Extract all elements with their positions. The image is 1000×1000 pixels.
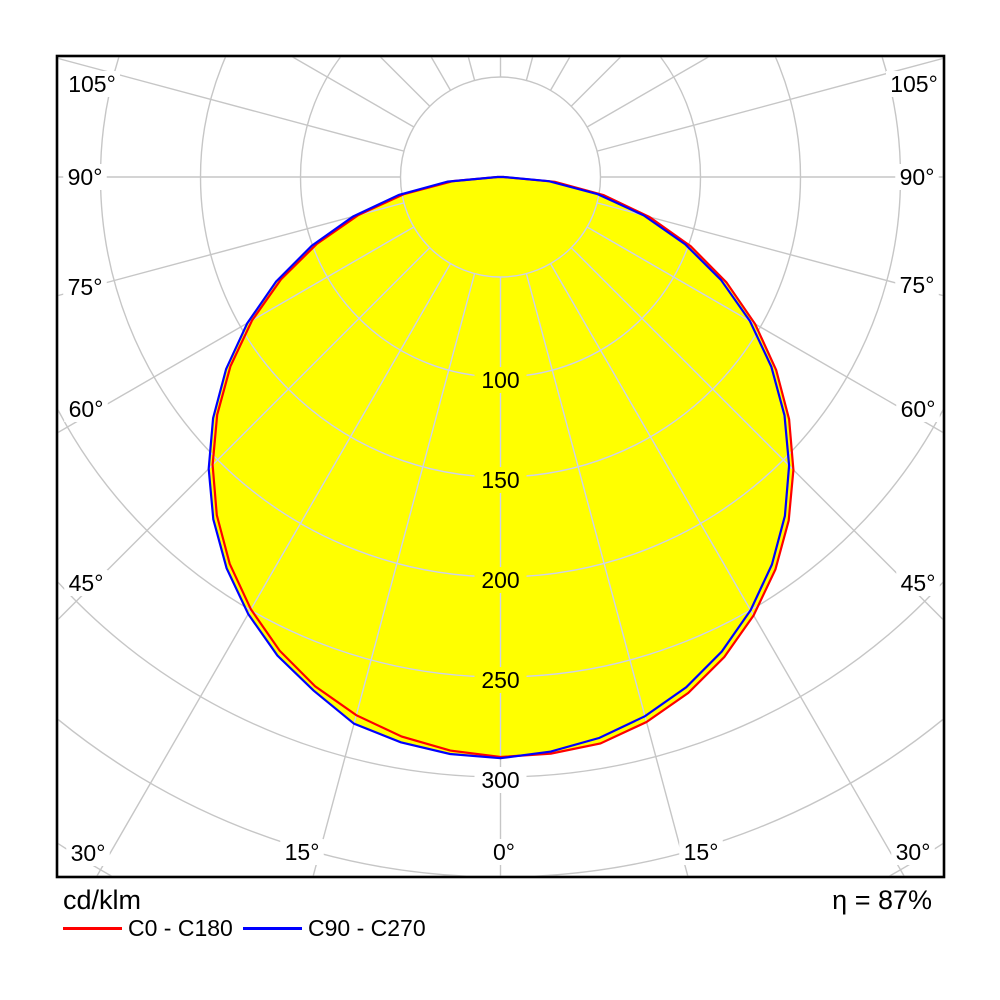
angle-label-bg [66, 840, 110, 866]
ring-label-bg [474, 467, 527, 493]
angle-label: 15° [684, 839, 719, 865]
angle-label-bg [63, 274, 107, 300]
angle-labels: 105° 90° 75° 60° 45° 105° 90° 75° 60° 45° 30° 15° 0°… [63, 71, 942, 866]
angle-label-bg [895, 272, 939, 298]
grid-radial [58, 57, 405, 152]
ring-label: 150 [481, 467, 519, 493]
curves [207, 175, 795, 760]
grid-radial [292, 57, 415, 128]
angle-label: 105° [68, 71, 116, 97]
angle-label: 60° [69, 396, 104, 422]
angle-label: 0° [493, 839, 515, 865]
grid-radial [596, 57, 943, 152]
angle-label: 90° [68, 164, 103, 190]
grid-radial-inner [208, 247, 431, 759]
ring-label: 300 [481, 767, 519, 793]
unit-label: cd/klm [63, 885, 142, 915]
angle-label-bg [886, 71, 942, 97]
angle-label-bg [64, 396, 108, 422]
grid-radial-inner [208, 273, 476, 759]
ring-label-bg [474, 367, 527, 393]
legend-swatch-c0-line [63, 927, 122, 930]
grid-radial [596, 202, 943, 297]
ring-label-bg [474, 767, 527, 793]
grid-radial-inner [526, 0, 862, 80]
legend-label-c90: C90 - C270 [308, 915, 426, 941]
grid-radial-inner [0, 0, 404, 151]
ring-label: 100 [481, 367, 519, 393]
ring-label-bg [474, 567, 527, 593]
angle-label: 15° [285, 839, 320, 865]
angle-label: 30° [71, 840, 106, 866]
grid-radial [58, 226, 415, 433]
legend-swatch-c90-line [243, 927, 302, 930]
legend-label-c0: C0 - C180 [128, 915, 233, 941]
angle-label: 105° [890, 71, 938, 97]
grid-radial [586, 57, 709, 128]
angle-label-bg [679, 839, 723, 865]
efficiency-value: η = 87% [832, 885, 932, 915]
angle-label: 45° [901, 570, 936, 596]
angle-label-bg [895, 164, 939, 190]
grid-radial-inner [570, 247, 794, 759]
c90-curve [207, 175, 791, 760]
angle-label: 75° [68, 274, 103, 300]
angle-label-bg [64, 71, 120, 97]
grid-radial-inner [0, 0, 414, 127]
angle-label: 90° [900, 164, 935, 190]
ring-label: 200 [481, 567, 519, 593]
angle-label-bg [488, 839, 520, 865]
angle-label: 45° [69, 570, 104, 596]
grid-radial-inner [587, 0, 1000, 127]
plot-border [55, 54, 946, 879]
angle-label-bg [64, 570, 108, 596]
angle-label-bg [896, 396, 940, 422]
grid-radial [58, 202, 405, 297]
angle-label: 75° [900, 272, 935, 298]
grid-radial-inner [138, 0, 474, 80]
angle-label: 30° [896, 839, 931, 865]
angle-label-bg [896, 570, 940, 596]
grid-radial-inner [525, 273, 794, 759]
grid-radial-inner [549, 263, 794, 759]
grid-radial-inner [208, 263, 452, 759]
grid-radial [586, 226, 943, 433]
angle-label-bg [891, 839, 935, 865]
angle-label-bg [63, 164, 107, 190]
grid-radial [525, 57, 534, 81]
ring-label-bg [474, 667, 527, 693]
ring-labels: 100 150 200 250 300 [474, 367, 527, 793]
ring-label: 250 [481, 667, 519, 693]
angle-label-bg [280, 839, 324, 865]
grid-radial [467, 57, 476, 81]
angle-label: 60° [901, 396, 936, 422]
